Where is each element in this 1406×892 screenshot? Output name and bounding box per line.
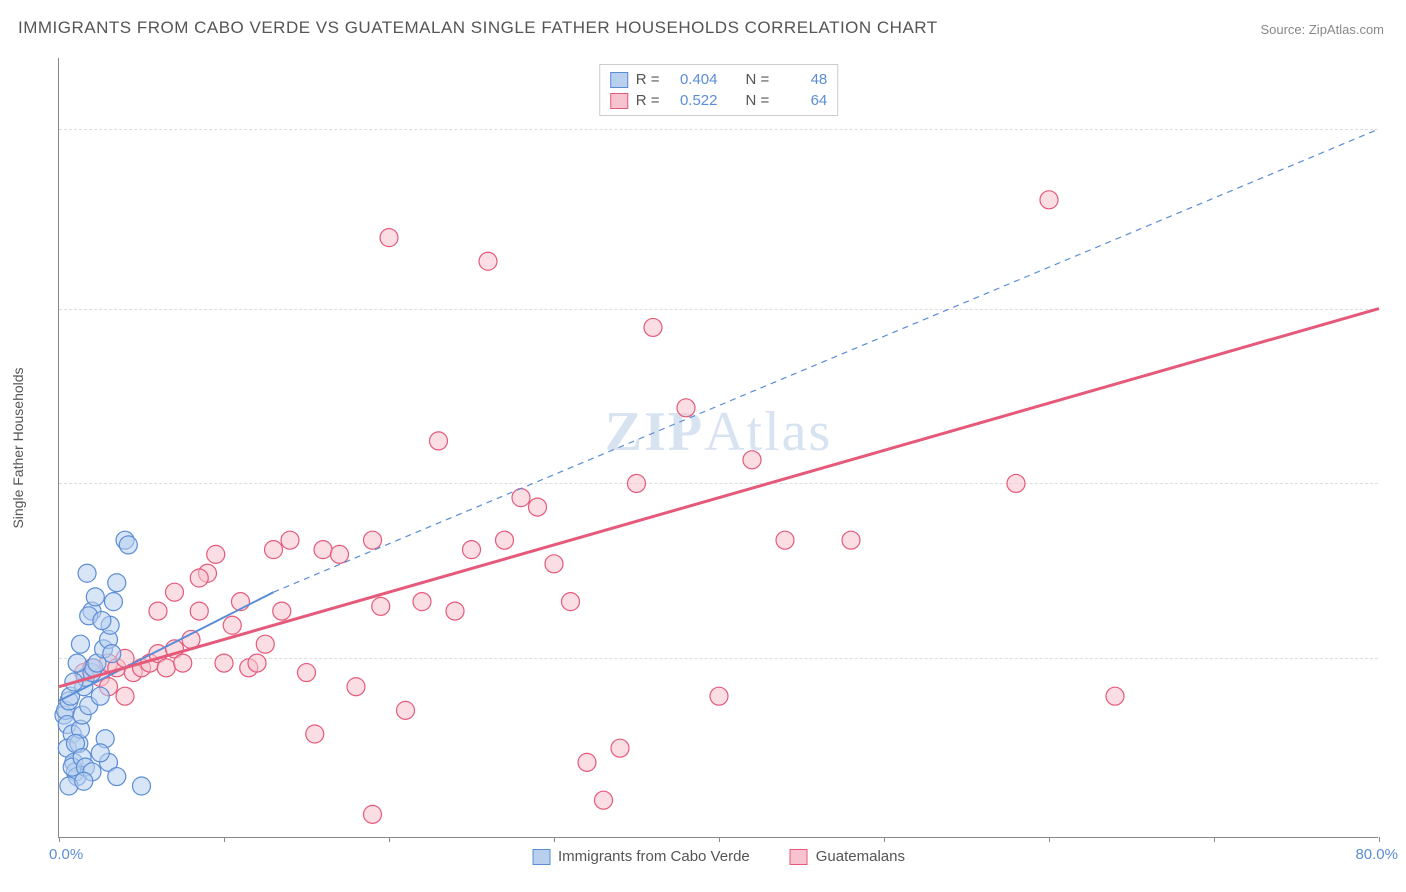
n-label: N = [746, 71, 770, 88]
r-label: R = [636, 71, 660, 88]
stats-box: R = 0.404 N = 48 R = 0.522 N = 64 [599, 64, 839, 116]
r-value-blue: 0.404 [668, 71, 718, 88]
legend-label-blue: Immigrants from Cabo Verde [558, 848, 750, 865]
legend-label-pink: Guatemalans [816, 848, 905, 865]
swatch-pink-icon [610, 93, 628, 109]
legend-item-blue: Immigrants from Cabo Verde [532, 848, 750, 865]
x-tick-label-min: 0.0% [49, 846, 83, 863]
r-label: R = [636, 92, 660, 109]
x-tick-label-max: 80.0% [1355, 846, 1398, 863]
n-value-pink: 64 [777, 92, 827, 109]
stats-row-pink: R = 0.522 N = 64 [610, 90, 828, 111]
scatter-svg [59, 58, 1379, 838]
chart-area: 3.8% 7.5% 11.2% 15.0% 0.0% 80.0% ZIPAtla… [58, 58, 1378, 838]
n-value-blue: 48 [777, 71, 827, 88]
stats-row-blue: R = 0.404 N = 48 [610, 69, 828, 90]
swatch-blue-icon [610, 72, 628, 88]
swatch-pink-icon [790, 849, 808, 865]
legend-item-pink: Guatemalans [790, 848, 905, 865]
legend-bottom: Immigrants from Cabo Verde Guatemalans [532, 848, 905, 865]
swatch-blue-icon [532, 849, 550, 865]
plot-region: 3.8% 7.5% 11.2% 15.0% 0.0% 80.0% ZIPAtla… [58, 58, 1378, 838]
source-label: Source: ZipAtlas.com [1260, 22, 1384, 37]
n-label: N = [746, 92, 770, 109]
chart-title: IMMIGRANTS FROM CABO VERDE VS GUATEMALAN… [18, 18, 938, 38]
r-value-pink: 0.522 [668, 92, 718, 109]
y-axis-label: Single Father Households [10, 367, 26, 528]
